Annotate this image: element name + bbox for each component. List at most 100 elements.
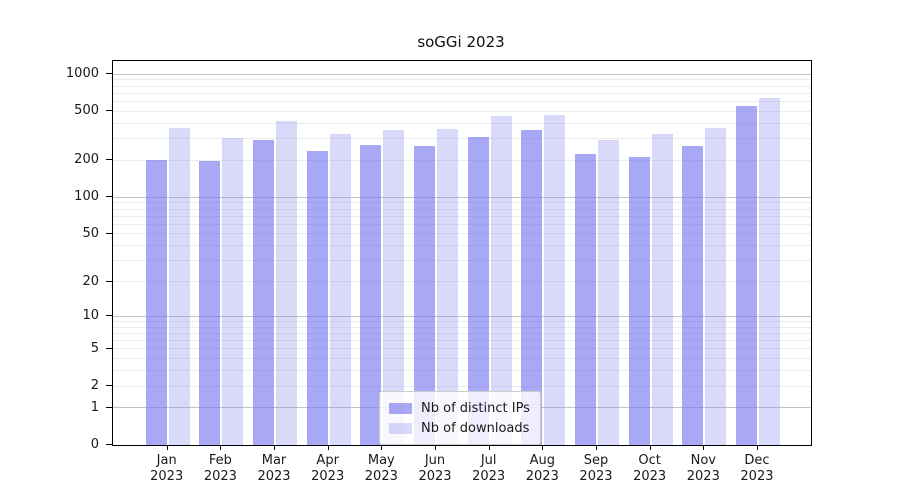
legend-swatch-distinct-ips-icon — [389, 402, 412, 414]
bar-nb-of-downloads-may — [383, 130, 405, 445]
gridline-minor-9 — [113, 320, 811, 322]
x-tick-label-jan: Jan 2023 — [150, 453, 184, 484]
y-tick-label-0: 0 — [90, 437, 99, 452]
bar-nb-of-distinct-ips-apr — [306, 150, 328, 445]
x-tick-label-apr: Apr 2023 — [311, 453, 345, 484]
x-tick-mark-jan — [166, 445, 168, 450]
y-tick-mark-50 — [106, 232, 112, 234]
bar-nb-of-downloads-feb — [222, 137, 244, 445]
y-tick-mark-200 — [106, 159, 112, 161]
x-tick-label-sep: Sep 2023 — [579, 453, 613, 484]
gridline-minor-900 — [113, 79, 811, 81]
bar-nb-of-downloads-apr — [329, 133, 351, 445]
gridline-minor-800 — [113, 85, 811, 87]
gridline-major-100 — [113, 196, 811, 198]
gridline-major-1000 — [113, 73, 811, 75]
bar-nb-of-downloads-dec — [758, 97, 780, 445]
bar-nb-of-downloads-sep — [597, 140, 619, 445]
legend: Nb of distinct IPs Nb of downloads — [379, 391, 541, 445]
gridline-minor-50 — [113, 233, 811, 235]
gridline-minor-6 — [113, 340, 811, 341]
gridline-minor-8 — [113, 326, 811, 328]
y-tick-label-1: 1 — [90, 399, 99, 415]
y-tick-label-2: 2 — [90, 378, 99, 393]
bar-nb-of-distinct-ips-sep — [574, 154, 596, 445]
x-tick-mark-mar — [274, 445, 276, 450]
gridline-minor-4 — [113, 358, 811, 360]
y-tick-mark-20 — [106, 280, 112, 282]
x-tick-mark-aug — [542, 445, 544, 450]
x-tick-label-oct: Oct 2023 — [633, 453, 667, 484]
gridline-minor-400 — [113, 122, 811, 124]
gridline-minor-600 — [113, 100, 811, 102]
y-tick-label-1000: 1000 — [65, 66, 99, 82]
gridline-minor-60 — [113, 223, 811, 225]
bar-nb-of-distinct-ips-dec — [735, 106, 757, 445]
bar-nb-of-downloads-jun — [437, 129, 458, 445]
x-axis: Jan 2023 Feb 2023 Mar 2023 Apr 2023 May 2023… — [112, 444, 810, 500]
x-tick-mark-feb — [220, 445, 222, 450]
y-tick-mark-100 — [106, 196, 112, 198]
y-tick-mark-2 — [106, 385, 112, 386]
gridline-minor-7 — [113, 332, 811, 334]
y-tick-mark-1000 — [106, 73, 112, 75]
x-tick-label-feb: Feb 2023 — [203, 453, 237, 484]
plot-area: Nb of distinct IPs Nb of downloads — [112, 60, 812, 446]
x-tick-mark-may — [381, 445, 383, 450]
bar-nb-of-distinct-ips-aug — [521, 130, 543, 445]
bar-nb-of-downloads-mar — [276, 120, 298, 445]
gridline-minor-80 — [113, 208, 811, 210]
x-tick-label-jul: Jul 2023 — [472, 453, 506, 484]
bar-nb-of-downloads-jan — [168, 128, 190, 445]
y-tick-mark-1 — [106, 406, 112, 408]
gridline-minor-70 — [113, 215, 811, 217]
gridline-minor-40 — [113, 245, 811, 247]
x-tick-label-nov: Nov 2023 — [686, 453, 720, 484]
gridline-minor-5 — [113, 348, 811, 350]
y-tick-mark-0 — [106, 444, 112, 445]
x-tick-mark-sep — [595, 445, 597, 450]
bar-nb-of-distinct-ips-mar — [253, 140, 275, 445]
bar-nb-of-downloads-aug — [544, 115, 566, 445]
bar-nb-of-distinct-ips-nov — [682, 146, 704, 445]
legend-item-distinct-ips: Nb of distinct IPs — [389, 398, 530, 418]
gridline-minor-2 — [113, 385, 811, 387]
y-tick-label-10: 10 — [82, 308, 99, 324]
chart-title: soGGi 2023 — [417, 33, 505, 51]
bar-nb-of-distinct-ips-may — [360, 145, 382, 445]
x-tick-label-may: May 2023 — [364, 453, 398, 484]
legend-swatch-downloads-icon — [389, 422, 412, 434]
bar-nb-of-distinct-ips-jan — [145, 160, 167, 445]
legend-label-downloads: Nb of downloads — [421, 420, 530, 436]
x-tick-label-mar: Mar 2023 — [257, 453, 291, 484]
x-tick-label-jun: Jun 2023 — [418, 453, 452, 484]
gridline-minor-3 — [113, 370, 811, 372]
x-tick-label-dec: Dec 2023 — [740, 453, 774, 484]
y-tick-label-20: 20 — [82, 273, 99, 289]
y-tick-label-100: 100 — [74, 189, 99, 205]
legend-item-downloads: Nb of downloads — [389, 418, 530, 438]
x-tick-mark-apr — [327, 445, 329, 450]
gridline-minor-700 — [113, 92, 811, 94]
bar-nb-of-distinct-ips-oct — [628, 156, 650, 445]
bar-nb-of-downloads-oct — [651, 133, 673, 445]
bar-nb-of-distinct-ips-jun — [414, 145, 435, 445]
x-tick-mark-jun — [435, 445, 436, 450]
y-tick-label-500: 500 — [74, 103, 99, 119]
gridline-minor-500 — [113, 110, 811, 112]
y-tick-mark-10 — [106, 315, 112, 317]
bar-nb-of-downloads-nov — [705, 127, 727, 445]
y-tick-label-50: 50 — [82, 225, 99, 241]
x-tick-mark-jul — [488, 445, 490, 450]
gridline-major-10 — [113, 315, 811, 317]
y-tick-label-5: 5 — [90, 340, 99, 356]
x-tick-mark-oct — [649, 445, 651, 450]
y-tick-label-200: 200 — [74, 152, 99, 168]
legend-label-distinct-ips: Nb of distinct IPs — [421, 400, 530, 416]
bar-nb-of-distinct-ips-jul — [467, 137, 489, 445]
x-tick-mark-dec — [756, 445, 758, 450]
gridline-minor-300 — [113, 138, 811, 140]
gridline-minor-200 — [113, 159, 811, 161]
y-tick-mark-5 — [106, 347, 112, 349]
